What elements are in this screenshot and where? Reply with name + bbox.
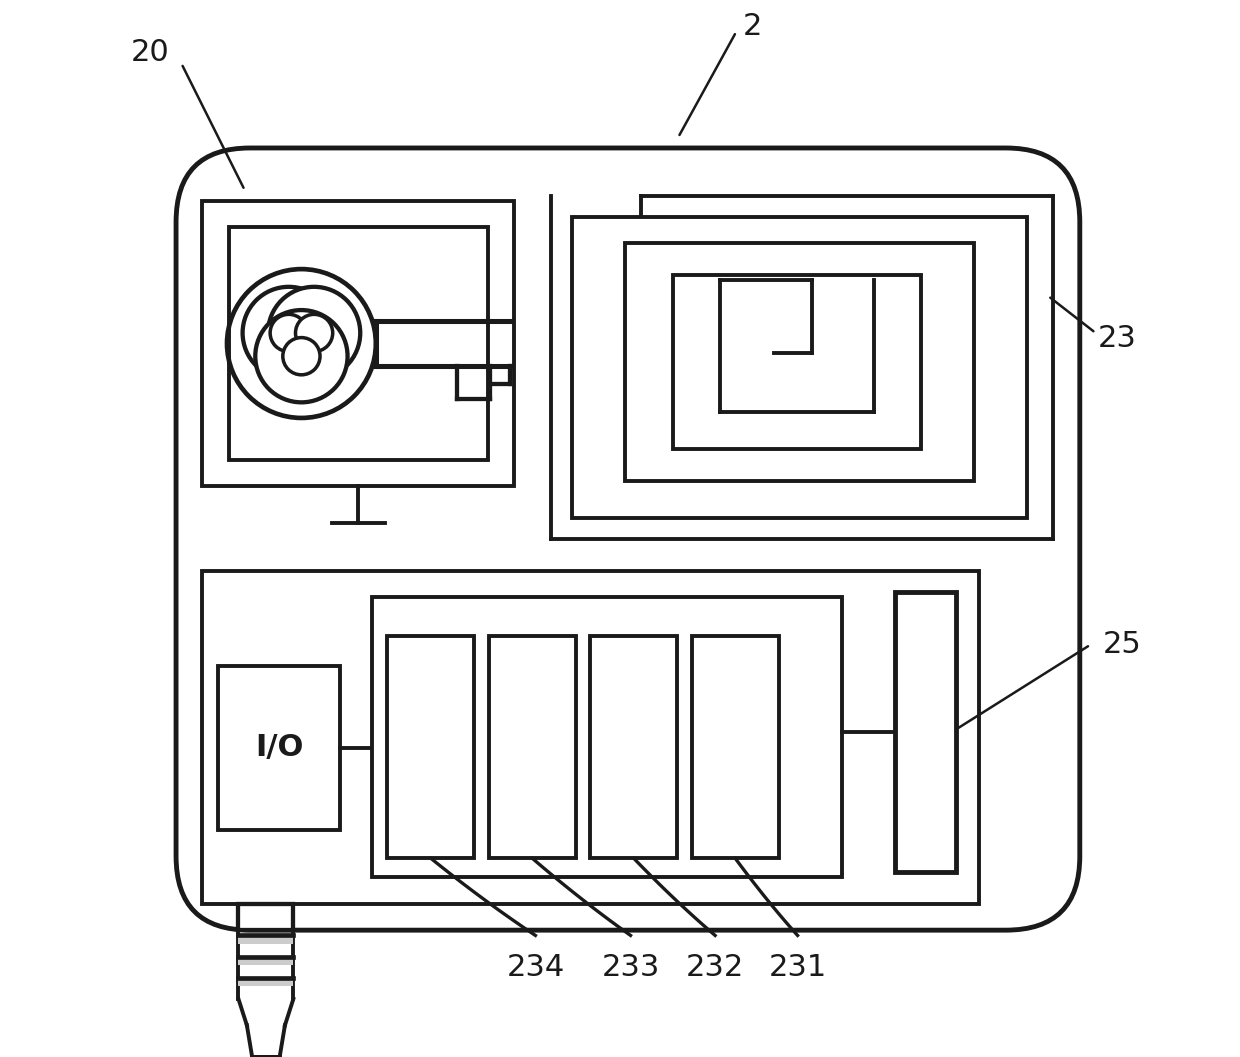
Bar	[895, 592, 956, 872]
Text: 25: 25	[1102, 630, 1142, 660]
Circle shape	[255, 310, 347, 403]
Circle shape	[283, 337, 320, 375]
Bar	[202, 201, 515, 486]
Circle shape	[295, 314, 332, 352]
Bar	[673, 275, 921, 449]
Bar	[573, 217, 1027, 518]
Bar	[202, 571, 980, 904]
Bar	[692, 636, 779, 858]
Bar	[625, 243, 975, 481]
Bar	[238, 904, 294, 930]
Text: 234: 234	[506, 952, 564, 982]
Text: 232: 232	[686, 952, 744, 982]
Bar	[387, 636, 474, 858]
Bar	[238, 957, 294, 965]
Bar	[372, 597, 842, 877]
Bar	[590, 636, 677, 858]
Text: 20: 20	[130, 38, 169, 68]
Text: 23: 23	[1097, 323, 1136, 353]
Text: I/O: I/O	[255, 734, 304, 762]
Text: 233: 233	[601, 952, 660, 982]
Bar	[238, 978, 294, 986]
Bar	[218, 666, 340, 830]
Circle shape	[270, 314, 308, 352]
Bar	[229, 227, 487, 460]
Bar	[238, 935, 294, 944]
Circle shape	[243, 286, 335, 379]
FancyBboxPatch shape	[176, 148, 1080, 930]
Circle shape	[268, 286, 361, 379]
Text: 2: 2	[743, 12, 761, 41]
Text: 231: 231	[769, 952, 827, 982]
Bar	[489, 636, 575, 858]
